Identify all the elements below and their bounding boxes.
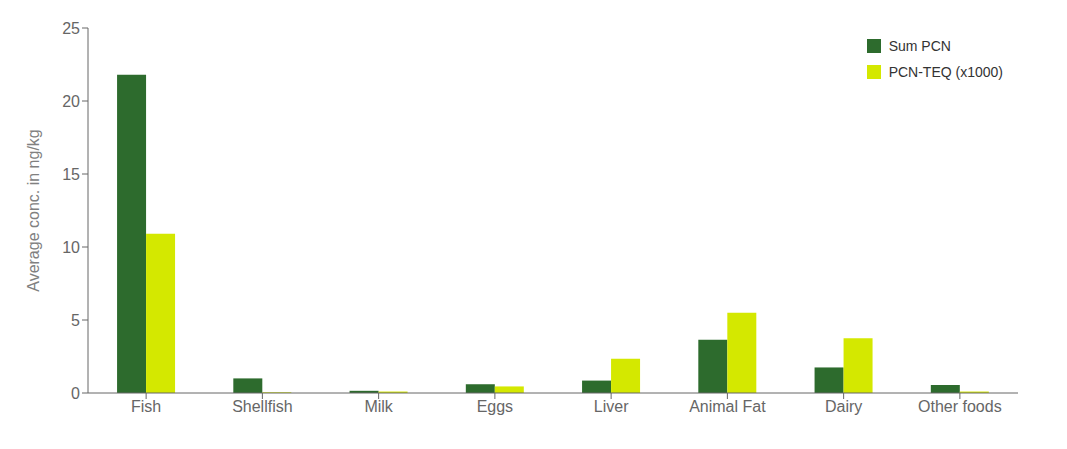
html-text:PCN-TEQ (x1000): PCN-TEQ (x1000) [888,64,1003,80]
svg-text:0: 0 [71,385,80,402]
svg-text:15: 15 [62,166,80,183]
svg-text:20: 20 [62,93,80,110]
svg-text:Fish: Fish [131,398,161,415]
html-text:Sum PCN: Sum PCN [888,38,951,54]
svg-text:Milk: Milk [364,398,393,415]
svg-text:Eggs: Eggs [477,398,513,415]
svg-text:Average conc. in ng/kg: Average conc. in ng/kg [25,129,42,291]
svg-text:Dairy: Dairy [825,398,862,415]
svg-text:Liver: Liver [594,398,629,415]
svg-text:25: 25 [62,20,80,37]
svg-text:Other foods: Other foods [918,398,1002,415]
svg-text:Animal Fat: Animal Fat [689,398,766,415]
svg-text:5: 5 [71,312,80,329]
svg-text:10: 10 [62,239,80,256]
svg-text:Shellfish: Shellfish [232,398,292,415]
